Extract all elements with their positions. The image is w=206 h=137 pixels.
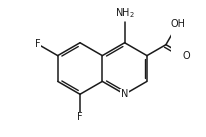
Text: OH: OH [170,19,185,29]
Text: N: N [121,89,128,99]
Text: F: F [77,112,83,122]
Text: F: F [35,39,41,49]
Text: NH$_2$: NH$_2$ [115,6,135,20]
Text: O: O [182,51,190,61]
